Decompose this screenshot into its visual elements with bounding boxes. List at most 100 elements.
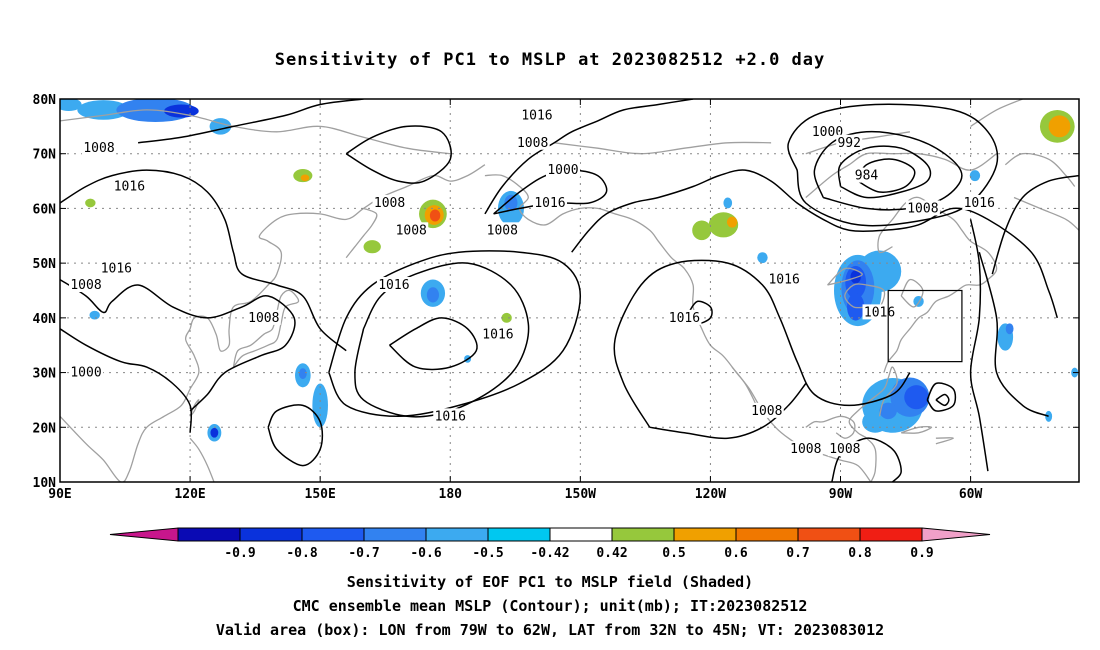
y-tick-label: 10N (33, 476, 57, 491)
sensitivity-patch (913, 295, 924, 307)
coastline (232, 289, 300, 368)
sensitivity-patch (300, 174, 310, 182)
colorbar-label: 0.9 (910, 546, 933, 561)
coastline (848, 366, 898, 482)
caption-line-1: Sensitivity of EOF PC1 to MSLP field (Sh… (346, 573, 754, 591)
colorbar-segment (797, 527, 861, 542)
mslp-contour (613, 259, 911, 428)
colorbar-low-end (109, 527, 179, 542)
sensitivity-patch (1005, 323, 1014, 335)
contour-label: 984 (855, 169, 879, 184)
colorbar: -0.9 -0.8 -0.7 -0.6 -0.5 -0.42 0.42 0.5 0.6 0.7 0.… (109, 527, 991, 561)
contour-label-bg (82, 140, 117, 156)
contour-label: 1016 (378, 278, 409, 293)
sensitivity-patch (757, 252, 768, 264)
caption-line-2: CMC ensemble mean MSLP (Contour); unit(m… (292, 597, 808, 615)
mslp-contour (926, 382, 957, 412)
colorbar-segment (859, 527, 923, 542)
mslp-contour (837, 145, 932, 199)
mslp-contour (267, 404, 324, 467)
contour-label-bg (99, 260, 134, 276)
sensitivity-patch (501, 312, 512, 323)
contour-label: 1016 (101, 262, 132, 277)
contour-label: 1016 (482, 327, 513, 342)
colorbar-label: -0.8 (286, 546, 317, 561)
contour-label-bg (480, 326, 515, 342)
contour-label-bg (112, 178, 147, 194)
y-tick-label: 40N (33, 312, 57, 327)
coastline (60, 164, 486, 482)
coastline (189, 437, 215, 482)
sensitivity-patch (85, 198, 96, 208)
sensitivity-patch (904, 385, 929, 410)
y-tick-label: 80N (33, 93, 57, 108)
coastline (484, 174, 872, 482)
contour-label: 1008 (374, 196, 405, 211)
x-tick-label: 90W (829, 487, 853, 502)
contour-label-bg (69, 364, 104, 380)
coastline (554, 141, 772, 155)
sensitivity-patch (1048, 115, 1071, 138)
colorbar-segment (301, 527, 365, 542)
coastline (1013, 196, 1079, 231)
contour-label-bg (372, 194, 407, 210)
colorbar-label: -0.7 (348, 546, 379, 561)
sensitivity-patch (210, 427, 219, 438)
mslp-contour (935, 393, 950, 407)
contour-label: 1008 (790, 442, 821, 457)
sensitivity-patch (312, 383, 328, 428)
contour-label: 1000 (547, 163, 578, 178)
sensitivity-patch (363, 240, 381, 254)
contour-label: 1008 (751, 404, 782, 419)
contour-label-bg (667, 309, 702, 325)
coastline (935, 437, 954, 445)
colorbar-label: 0.42 (596, 546, 627, 561)
sensitivity-shading (60, 99, 1079, 442)
contour-label: 1008 (70, 278, 101, 293)
coastline (970, 99, 1023, 127)
mslp-contour (484, 99, 694, 215)
coastline (345, 207, 378, 259)
colorbar-label: -0.5 (472, 546, 503, 561)
mslp-contour (138, 99, 364, 144)
y-tick-label: 50N (33, 257, 57, 272)
contour-label-bg (836, 134, 863, 150)
colorbar-segment (487, 527, 551, 542)
sensitivity-patch (60, 99, 82, 112)
x-tick-label: 90E (48, 487, 71, 502)
mslp-contour (354, 262, 530, 418)
y-tick-label: 30N (33, 367, 57, 382)
sensitivity-patch (726, 216, 738, 228)
contour-label: 1000 (812, 125, 843, 140)
contour-label-bg (485, 222, 520, 238)
contour-label: 1016 (864, 305, 895, 320)
contour-label: 992 (837, 136, 860, 151)
sensitivity-patch (1045, 410, 1053, 422)
x-tick-label: 120E (174, 487, 205, 502)
coastline (900, 425, 933, 434)
colorbar-label: 0.7 (786, 546, 809, 561)
contour-label-bg (853, 167, 880, 183)
contour-label-bg (788, 441, 823, 457)
sensitivity-patch (692, 220, 712, 241)
sensitivity-patch (77, 100, 130, 120)
contour-label: 1016 (669, 311, 700, 326)
mslp-contour (388, 317, 478, 371)
mslp-contour (813, 130, 963, 211)
mslp-contour (60, 328, 193, 433)
contour-label-bg (962, 194, 997, 210)
sensitivity-patch (426, 287, 439, 303)
contour-label: 1008 (829, 442, 860, 457)
contour-label-bg (433, 408, 468, 424)
colorbar-segment (239, 527, 303, 542)
contour-label: 1016 (964, 196, 995, 211)
sensitivity-patch (850, 270, 861, 284)
mslp-contour (831, 437, 902, 482)
map-frame (59, 98, 1080, 483)
x-tick-label: 60W (959, 487, 983, 502)
contour-label-bg (515, 134, 550, 150)
colorbar-segment (177, 527, 241, 542)
coastline (1004, 152, 1076, 187)
sensitivity-patch (723, 197, 733, 209)
